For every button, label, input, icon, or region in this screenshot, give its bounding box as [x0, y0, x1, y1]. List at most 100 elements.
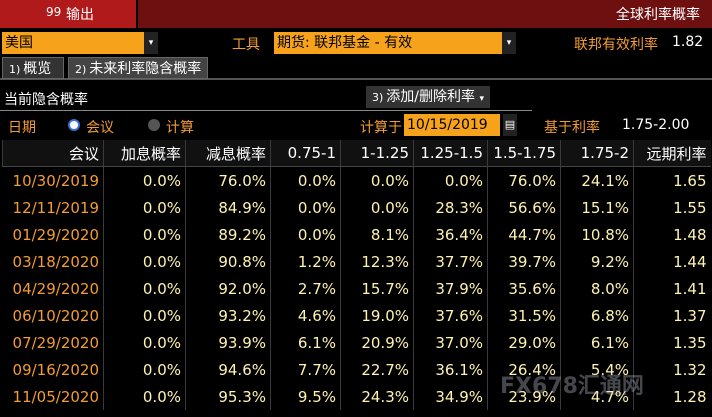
cell: 1.28 [633, 383, 711, 410]
tab[interactable]: 2) 未来利率隐含概率 [68, 57, 208, 79]
cell: 1.2% [270, 248, 341, 275]
meeting-date: 12/11/2019 [12, 198, 99, 217]
cell: 0.0% [340, 166, 414, 194]
column-header: 减息概率 [185, 140, 271, 167]
instrument-label: 工具 [232, 37, 260, 53]
dropdown-arrow[interactable]: ▾ [144, 32, 158, 54]
watermark: FX678汇通网 [500, 374, 644, 399]
table-row: 03/18/2020 0.0% 90.8% 1.2% 12.3% 37.7% 39.7% 9.… [3, 248, 711, 275]
header-row: 会议 加息概率 减息概率 0.75-1 1-1.25 1.25-1.5 1.5-1.75 1.… [2, 140, 711, 167]
table-row: 06/10/2020 0.0% 93.2% 4.6% 19.0% 37.6% 31.5% 6.… [3, 302, 711, 329]
cell: 12.3% [340, 248, 414, 275]
calendar-button[interactable]: ▤ [503, 114, 517, 136]
table-row: 11/05/2020 0.0% 95.3% 9.5% 24.3% 34.9% 23.9% 4.… [3, 383, 711, 410]
cell: 1.44 [633, 248, 711, 275]
cell: 90.8% [185, 248, 271, 275]
cell: 1.48 [633, 221, 711, 248]
radio-label[interactable]: 计算 [166, 120, 194, 136]
cell: 24.3% [340, 383, 414, 410]
cell: 0.0% [270, 166, 341, 194]
cell: 34.9% [413, 383, 488, 410]
calc-label: 计算于 [360, 120, 402, 136]
column-header: 1.25-1.5 [413, 140, 488, 167]
cell: 92.0% [185, 275, 271, 302]
column-header: 1.5-1.75 [487, 140, 561, 167]
tab-label: 概览 [23, 61, 52, 77]
cell: 1.37 [633, 302, 711, 329]
cell: 93.2% [185, 302, 271, 329]
cell: 37.0% [413, 329, 488, 356]
meeting-date: 10/30/2019 [12, 171, 99, 190]
cell: 19.0% [340, 302, 414, 329]
dropdown-arrow[interactable]: ▾ [502, 32, 516, 54]
cell: 0.0% [103, 329, 186, 356]
radio-selected[interactable] [68, 119, 80, 131]
cell: 7.7% [270, 356, 341, 383]
cell: 2.7% [270, 275, 341, 302]
cell: 10.8% [560, 221, 634, 248]
country-select[interactable]: 美国 [2, 32, 144, 54]
meeting-date: 11/05/2020 [12, 387, 99, 406]
cell: 1.35 [633, 329, 711, 356]
meeting-date: 03/18/2020 [12, 252, 99, 271]
column-header: 会议 [2, 140, 104, 167]
table-row: 10/30/2019 0.0% 76.0% 0.0% 0.0% 0.0% 76.0% 24.1… [3, 166, 711, 194]
calc-date-input[interactable]: 10/15/2019 [404, 114, 500, 136]
cell: 28.3% [413, 194, 488, 221]
cell: 4.6% [270, 302, 341, 329]
cell: 22.7% [340, 356, 414, 383]
cell: 37.7% [413, 248, 488, 275]
instrument-select[interactable]: 期货: 联邦基金 - 有效 [274, 32, 502, 54]
cell: 6.8% [560, 302, 634, 329]
tab[interactable]: 1) 概览 [2, 57, 64, 79]
radio-label[interactable]: 会议 [86, 120, 114, 136]
table-row: 12/11/2019 0.0% 84.9% 0.0% 0.0% 28.3% 56.6% 15.… [3, 194, 711, 221]
meeting-date: 06/10/2020 [12, 306, 99, 325]
cell: 93.9% [185, 329, 271, 356]
meeting-date: 07/29/2020 [12, 333, 99, 352]
radio[interactable] [148, 119, 160, 131]
tab-num: 2) [75, 63, 87, 76]
cell: 36.4% [413, 221, 488, 248]
column-header: 1-1.25 [340, 140, 414, 167]
cell: 56.6% [487, 194, 561, 221]
cell: 1.65 [633, 166, 711, 194]
tab-num: 1) [9, 63, 21, 76]
button-label: 添加/删除利率 [386, 89, 476, 105]
table-row: 04/29/2020 0.0% 92.0% 2.7% 15.7% 37.9% 35.6% 8.… [3, 275, 711, 302]
cell: 0.0% [103, 166, 186, 194]
cell: 0.0% [103, 383, 186, 410]
cell: 37.9% [413, 275, 488, 302]
table-row: 09/16/2020 0.0% 94.6% 7.7% 22.7% 36.1% 26.4% 5.… [3, 356, 711, 383]
cell: 36.1% [413, 356, 488, 383]
cell: 1.55 [633, 194, 711, 221]
probability-table: 会议 加息概率 减息概率 0.75-1 1-1.25 1.25-1.5 1.5-1.75 1.… [2, 140, 711, 410]
cell: 95.3% [185, 383, 271, 410]
column-header: 0.75-1 [270, 140, 341, 167]
meeting-date: 09/16/2020 [12, 360, 99, 379]
cell: 1.32 [633, 356, 711, 383]
cell: 15.7% [340, 275, 414, 302]
cell: 26.4% [487, 356, 561, 383]
cell: 20.9% [340, 329, 414, 356]
cell: 76.0% [487, 166, 561, 194]
cell: 0.0% [270, 221, 341, 248]
rate-label: 联邦有效利率 [574, 37, 658, 53]
cell: 0.0% [103, 248, 186, 275]
cell: 0.0% [270, 194, 341, 221]
section-line [0, 110, 532, 111]
cell: 5.4% [560, 356, 634, 383]
cell: 24.1% [560, 166, 634, 194]
cell: 23.9% [487, 383, 561, 410]
cell: 0.0% [103, 194, 186, 221]
cell: 1.41 [633, 275, 711, 302]
cell: 4.7% [560, 383, 634, 410]
meeting-date: 01/29/2020 [12, 225, 99, 244]
add-remove-button[interactable]: 3) 添加/删除利率 ▾ [366, 86, 490, 108]
tab-label: 未来利率隐含概率 [89, 61, 202, 77]
column-header: 远期利率 [633, 140, 711, 167]
menu-title[interactable]: 输出 [66, 7, 94, 23]
cell: 37.6% [413, 302, 488, 329]
column-header: 加息概率 [103, 140, 186, 167]
